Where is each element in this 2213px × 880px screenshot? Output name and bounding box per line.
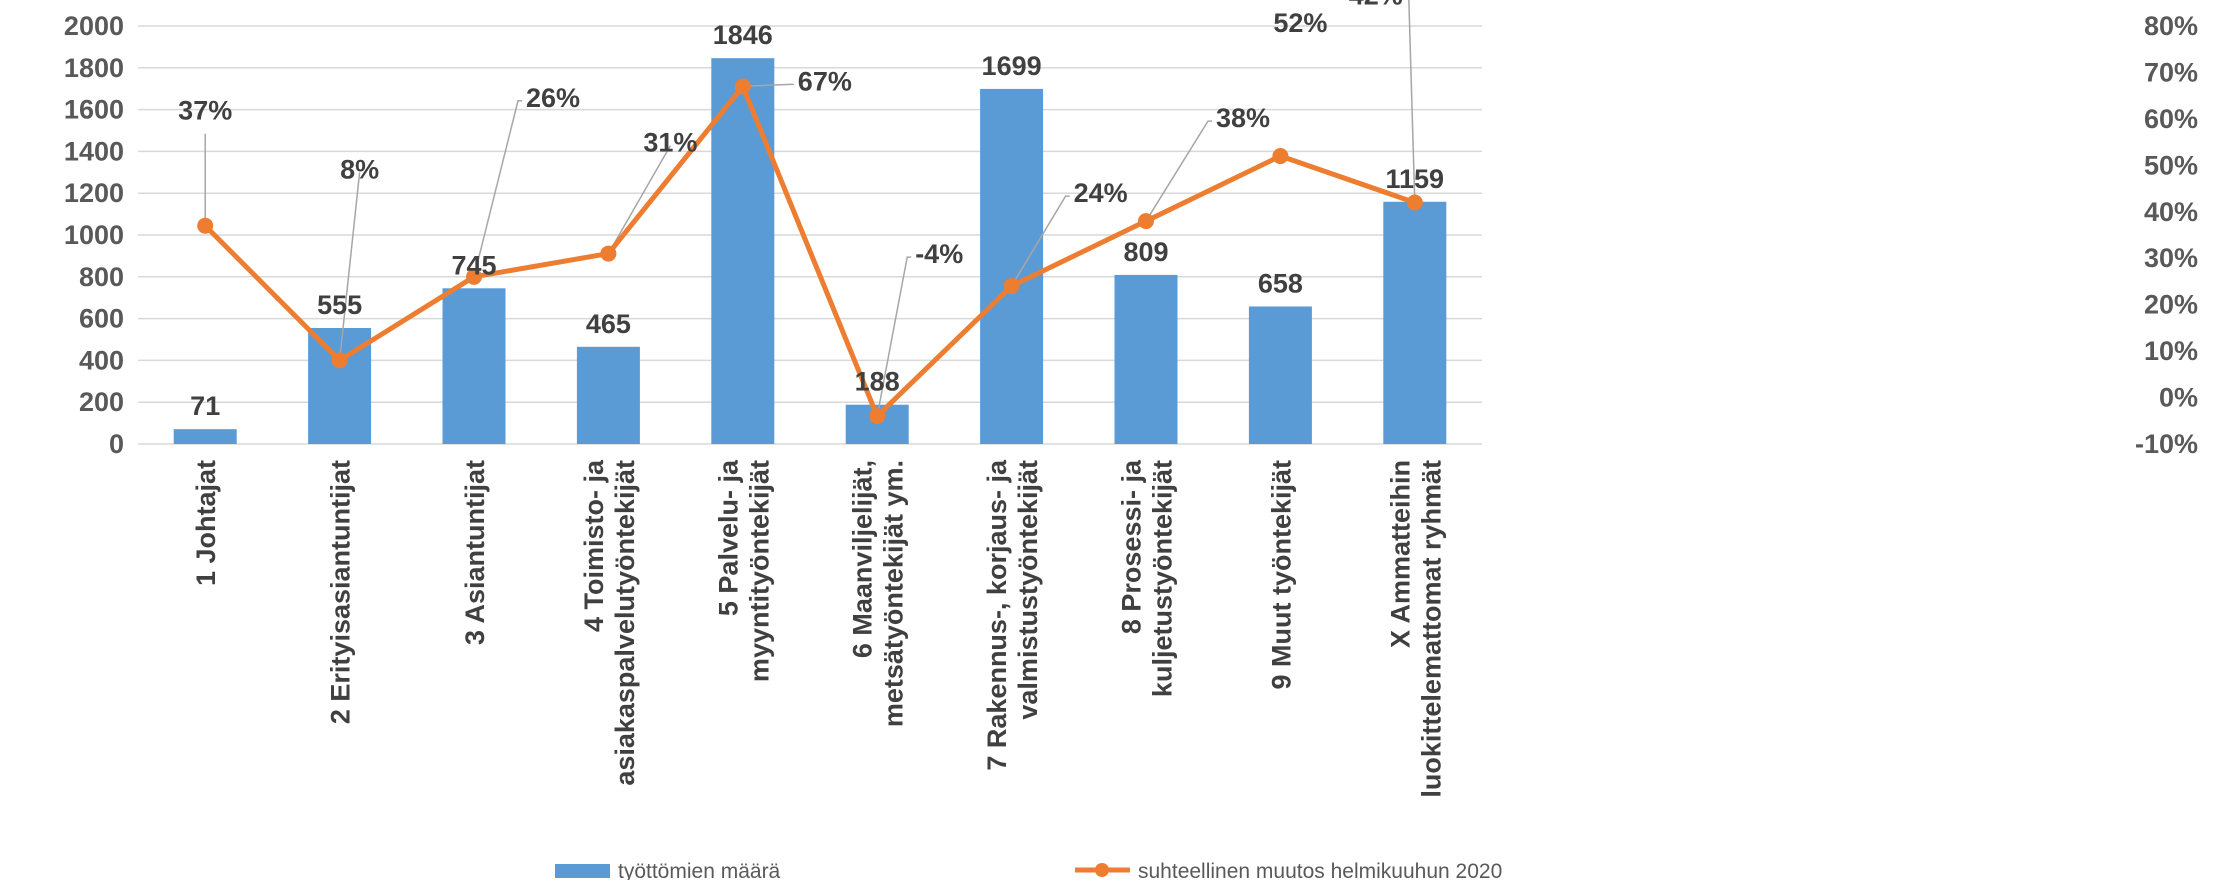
category-label: myyntityöntekijät (744, 460, 774, 682)
left-axis-tick-label: 0 (109, 429, 124, 459)
leader-line (338, 172, 361, 361)
left-axis-tick-label: 200 (79, 387, 124, 417)
bar (1114, 274, 1178, 444)
line-value-label: 37% (178, 96, 232, 126)
bar (1383, 201, 1447, 444)
category-label: 4 Toimisto- ja (579, 459, 609, 632)
line-value-label: 8% (340, 154, 379, 184)
line-marker (1138, 213, 1154, 230)
category-label: 3 Asiantuntijat (460, 460, 490, 645)
bar (980, 88, 1044, 444)
right-axis-tick-label: 60% (2144, 104, 2198, 134)
left-axis-tick-label: 1400 (64, 136, 124, 166)
line-marker (1272, 148, 1289, 165)
line-marker (331, 352, 348, 369)
category-label: luokittelemattomat ryhmät (1416, 460, 1446, 798)
leader-line (1010, 195, 1070, 287)
right-axis-tick-label: 10% (2144, 336, 2198, 366)
leader-line (742, 83, 794, 88)
category-label: valmistustyöntekijät (1013, 460, 1043, 720)
leader-line (1408, 0, 1416, 203)
bar (711, 58, 775, 444)
left-axis-tick-label: 400 (79, 345, 124, 375)
right-axis-tick-label: 80% (2144, 11, 2198, 41)
category-labels: 1 Johtajat 2 Erityisasiantuntijat 3 Asiant… (191, 459, 1446, 798)
right-axis-tick-label: 30% (2144, 243, 2198, 273)
right-axis-tick-label: 40% (2144, 197, 2198, 227)
line-marker (1406, 194, 1423, 211)
bar (173, 429, 237, 444)
right-axis-tick-label: 70% (2144, 57, 2198, 87)
right-axis-tick-label: -10% (2135, 429, 2198, 459)
bar-value-label: 809 (1123, 237, 1168, 267)
bar (442, 288, 506, 444)
legend-swatch-bar (555, 864, 610, 878)
category-label: 8 Prosessi- ja (1117, 459, 1147, 634)
line-path (203, 83, 1416, 419)
line-value-label: 42% (1349, 0, 1403, 10)
line-value-label: -4% (915, 239, 963, 269)
line-series (197, 78, 1423, 425)
bar-value-label: 1846 (713, 20, 773, 50)
bar-value-label: 1159 (1386, 164, 1445, 194)
category-label: asiakaspalvelutyöntekijät (610, 460, 640, 786)
right-axis-tick-labels: -10% 0% 10% 20% 30% 40% 50% 60% 70% 80% (2135, 11, 2198, 459)
line-value-label: 26% (526, 83, 580, 113)
legend-label-bar: työttömien määrä (618, 860, 781, 880)
left-axis-tick-label: 1000 (64, 220, 124, 250)
category-label: kuljetustyöntekijät (1148, 460, 1178, 697)
line-marker (197, 217, 214, 234)
left-axis-tick-labels: 0 200 400 600 800 1000 1200 1400 1600 1800 2000 (64, 11, 124, 459)
legend-label-line: suhteellinen muutos helmikuuhun 2020 (1138, 860, 1502, 880)
left-axis-tick-label: 1200 (64, 178, 124, 208)
right-axis-tick-label: 0% (2159, 383, 2198, 413)
leader-line (876, 256, 912, 417)
bar-value-label: 188 (855, 367, 900, 397)
left-axis-tick-label: 600 (79, 304, 124, 334)
bar-value-label: 1699 (982, 51, 1042, 81)
category-label: 5 Palvelu- ja (713, 459, 743, 616)
category-label: 7 Rakennus-, korjaus- ja (982, 459, 1012, 771)
line-marker (869, 408, 886, 425)
category-label: 1 Johtajat (191, 460, 221, 586)
bar (1248, 306, 1312, 444)
bar-value-label: 555 (317, 290, 362, 320)
bar-value-label: 745 (451, 250, 496, 280)
data-labels: 71 555 745 465 1846 188 1699 809 658 1159 37% 8% 26%… (178, 0, 1444, 421)
line-marker (600, 245, 617, 262)
left-axis-tick-label: 800 (79, 262, 124, 292)
right-axis-tick-label: 50% (2144, 150, 2198, 180)
line-value-label: 38% (1216, 103, 1270, 133)
line-value-label: 52% (1273, 8, 1327, 38)
category-label: X Ammatteihin (1385, 460, 1415, 648)
leader-lines (204, 0, 1416, 417)
line-value-label: 31% (643, 128, 697, 158)
right-axis-tick-label: 20% (2144, 290, 2198, 320)
line-value-label: 67% (798, 66, 852, 96)
left-axis-tick-label: 1800 (64, 53, 124, 83)
left-axis-tick-label: 2000 (64, 11, 124, 41)
legend-swatch-marker (1095, 863, 1109, 877)
category-label: 9 Muut työntekijät (1266, 460, 1296, 690)
bars (173, 58, 1447, 444)
line-marker (1003, 278, 1020, 295)
line-value-label: 24% (1074, 178, 1128, 208)
line-marker (734, 78, 751, 95)
bar-value-label: 658 (1258, 268, 1303, 298)
bar-value-label: 71 (190, 391, 220, 421)
leader-line (607, 145, 672, 254)
line-marker (466, 268, 482, 285)
bar-value-label: 465 (586, 309, 631, 339)
bar (576, 346, 640, 444)
category-label: 2 Erityisasiantuntijat (326, 460, 356, 724)
category-label: 6 Maanviljelijät, (848, 460, 878, 658)
leader-line (1145, 120, 1212, 222)
category-label: metsätyöntekijät ym. (879, 460, 909, 727)
legend: työttömien määrä suhteellinen muutos hel… (555, 860, 1502, 880)
leader-line (473, 100, 522, 277)
left-axis-tick-label: 1600 (64, 95, 124, 125)
